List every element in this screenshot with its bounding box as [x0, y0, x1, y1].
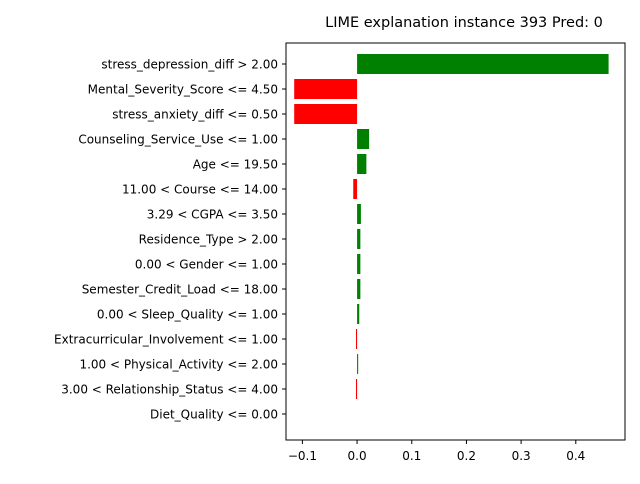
y-tick-label: Semester_Credit_Load <= 18.00	[82, 283, 278, 297]
x-tick-label: 0.2	[457, 449, 476, 463]
y-tick-label: Residence_Type > 2.00	[139, 233, 278, 247]
chart-title: LIME explanation instance 393 Pred: 0	[325, 15, 603, 31]
bar	[355, 379, 358, 399]
bar	[357, 129, 370, 149]
bar	[355, 329, 358, 349]
bar	[357, 354, 359, 374]
y-tick-label: Diet_Quality <= 0.00	[150, 408, 278, 422]
bars-layer	[294, 54, 609, 399]
bar	[353, 179, 358, 199]
bar	[357, 304, 360, 324]
y-tick-label: Age <= 19.50	[193, 158, 278, 172]
bar	[357, 54, 609, 74]
y-tick-label: 1.00 < Physical_Activity <= 2.00	[79, 358, 278, 372]
y-tick-label: 0.00 < Sleep_Quality <= 1.00	[97, 308, 278, 322]
axes-frame	[285, 42, 626, 441]
y-tick-label: 11.00 < Course <= 14.00	[122, 183, 278, 197]
y-tick-label: Counseling_Service_Use <= 1.00	[78, 133, 278, 147]
x-tick-label: 0.3	[512, 449, 531, 463]
bar	[357, 229, 361, 249]
x-tick-label: 0.0	[348, 449, 367, 463]
bar	[294, 79, 358, 99]
bar	[294, 104, 358, 124]
x-tick-label: 0.1	[402, 449, 421, 463]
y-tick-label: stress_anxiety_diff <= 0.50	[112, 108, 278, 122]
x-ticks: −0.1 0.0 0.1 0.2 0.3 0.4	[288, 440, 585, 463]
y-tick-label: Extracurricular_Involvement <= 1.00	[54, 333, 278, 347]
y-tick-labels: stress_depression_diff > 2.00 Mental_Seve…	[54, 58, 286, 422]
bar	[357, 154, 367, 174]
y-tick-label: 0.00 < Gender <= 1.00	[135, 258, 278, 272]
x-tick-label: 0.4	[566, 449, 585, 463]
bar	[357, 279, 361, 299]
y-tick-label: 3.00 < Relationship_Status <= 4.00	[61, 383, 278, 397]
x-tick-label: −0.1	[288, 449, 317, 463]
y-tick-label: Mental_Severity_Score <= 4.50	[88, 83, 278, 97]
y-tick-label: 3.29 < CGPA <= 3.50	[147, 208, 278, 222]
bar	[357, 204, 361, 224]
y-tick-label: stress_depression_diff > 2.00	[101, 58, 278, 72]
bar	[357, 254, 361, 274]
